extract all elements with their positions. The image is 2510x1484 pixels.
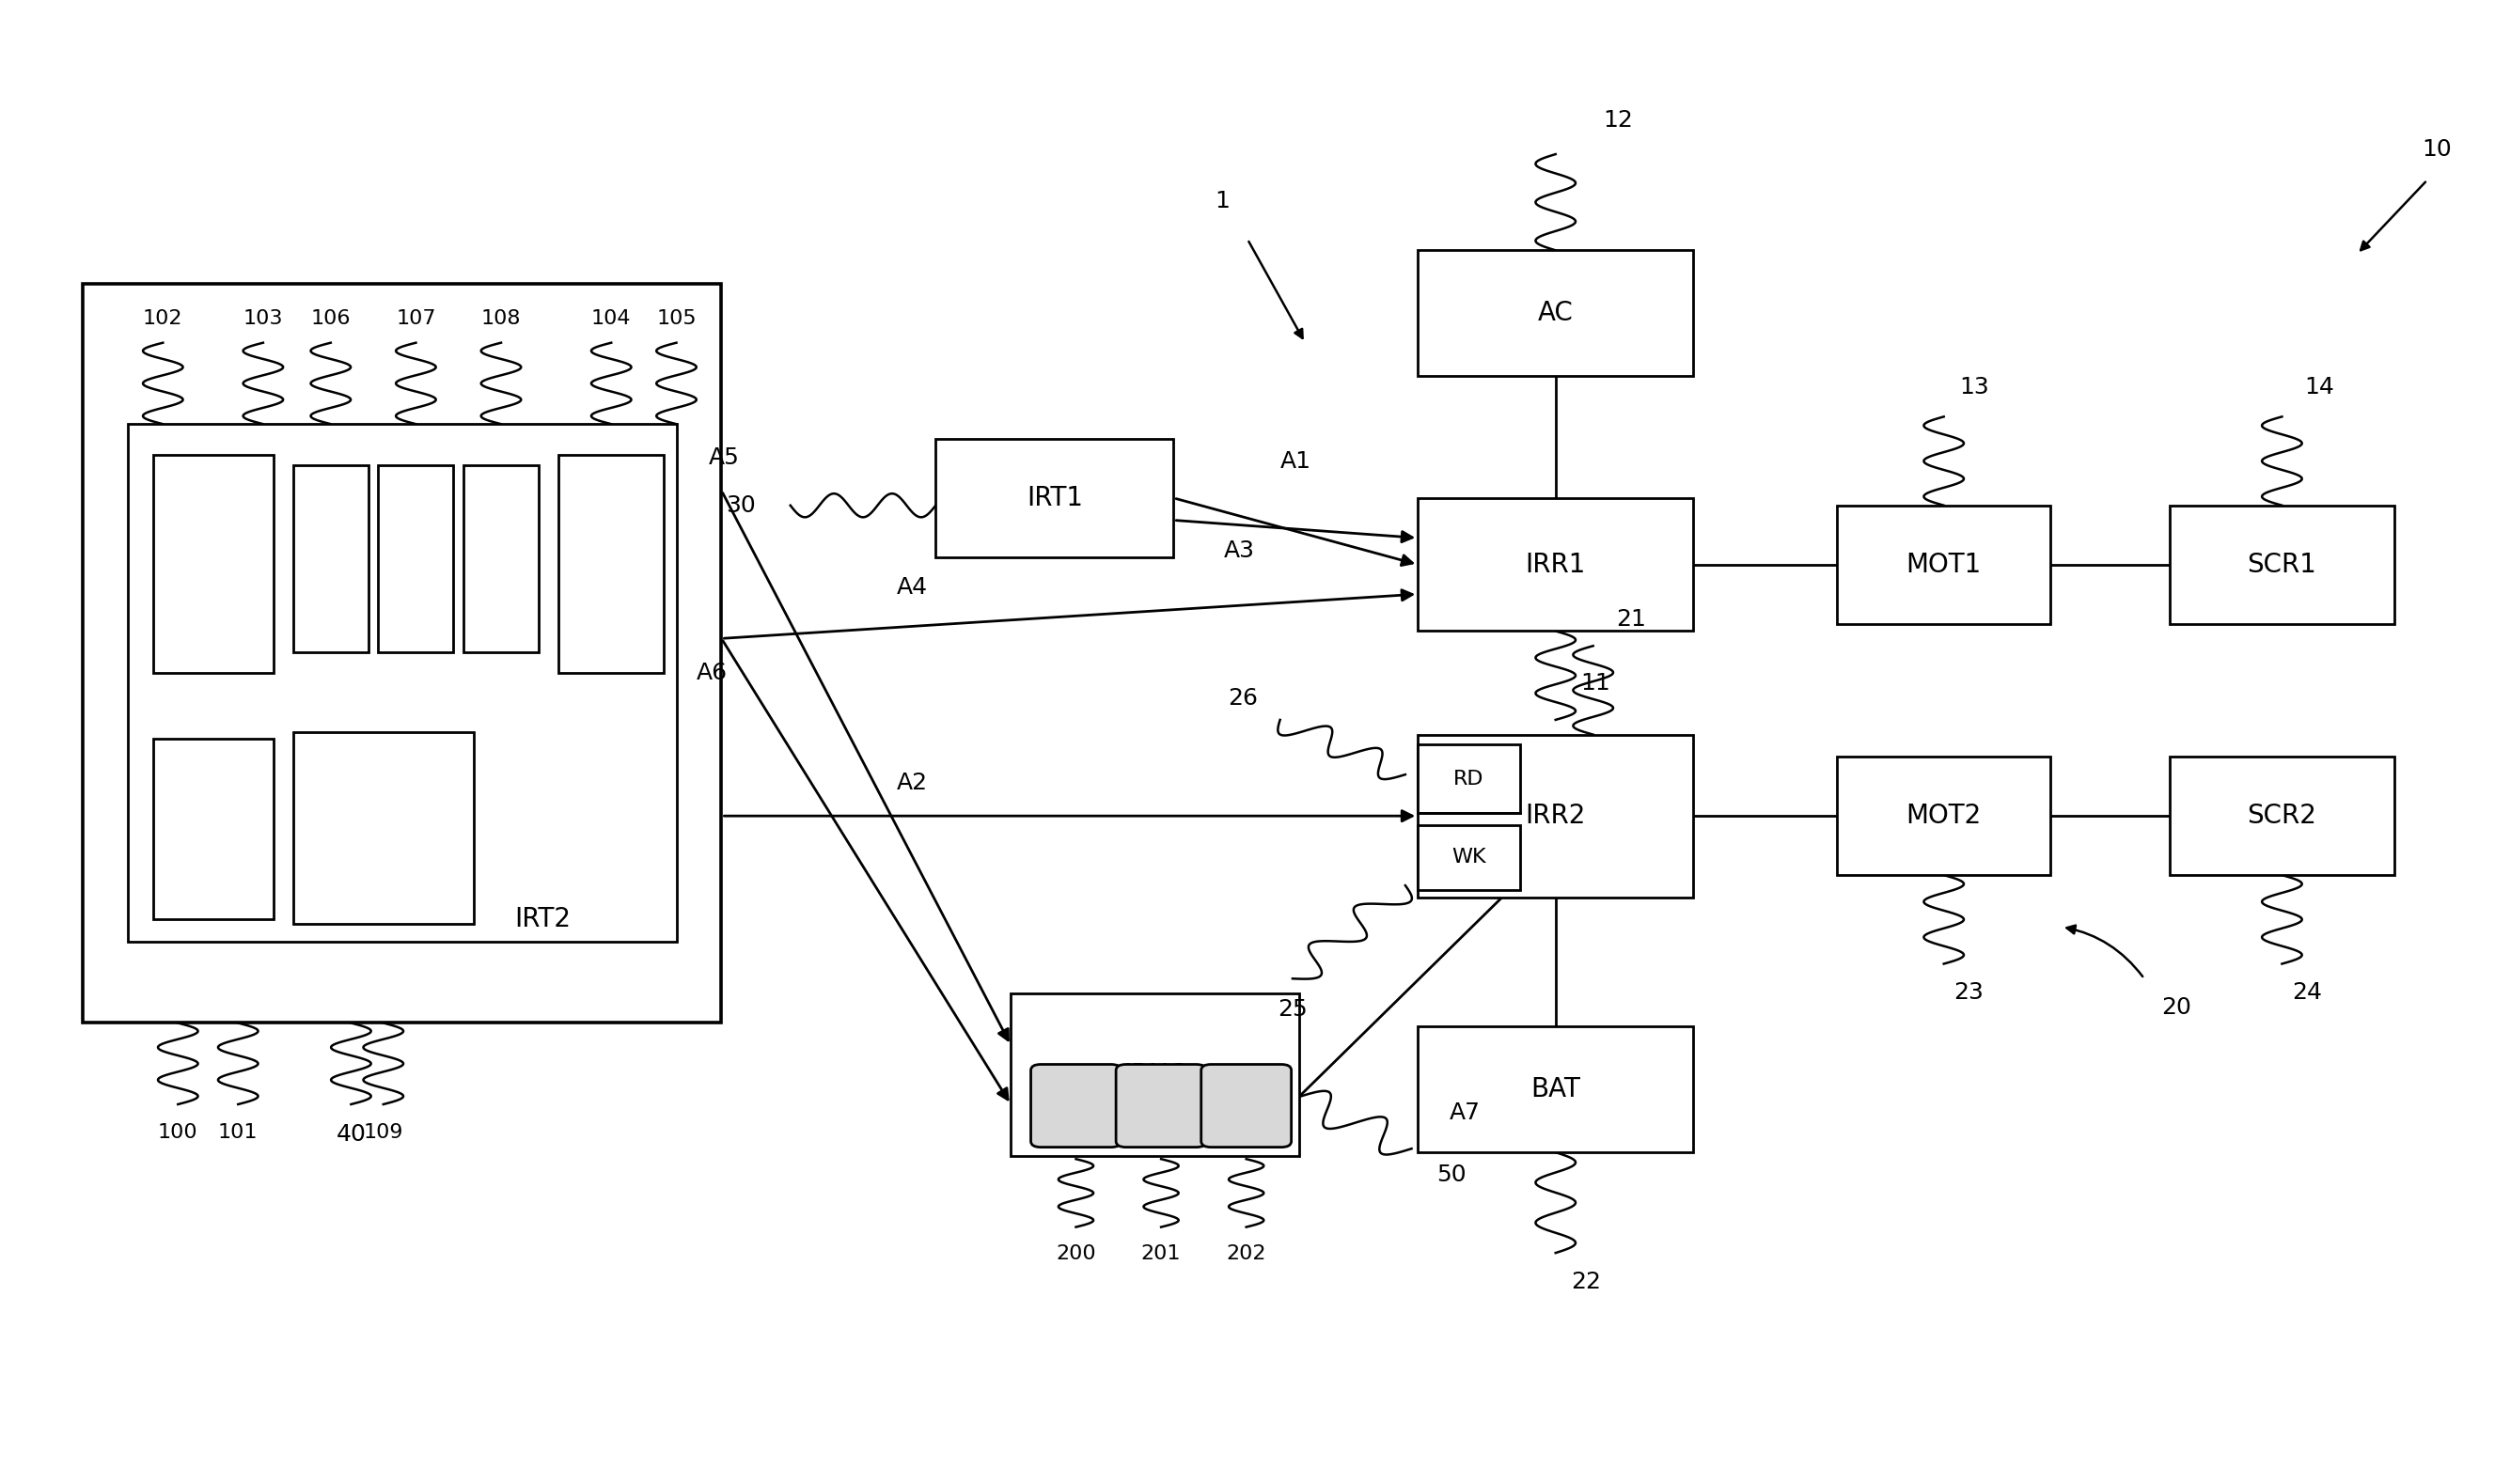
Text: 100: 100 (158, 1123, 198, 1143)
FancyBboxPatch shape (379, 466, 454, 651)
FancyBboxPatch shape (936, 439, 1175, 556)
Text: 201: 201 (1142, 1245, 1182, 1263)
Text: 21: 21 (1616, 608, 1647, 631)
FancyBboxPatch shape (1117, 1064, 1207, 1147)
Text: A1: A1 (1280, 451, 1310, 473)
Text: 26: 26 (1227, 687, 1258, 709)
Text: IRT2: IRT2 (515, 907, 570, 932)
Text: 25: 25 (1278, 997, 1308, 1021)
FancyBboxPatch shape (560, 456, 663, 672)
Text: 20: 20 (2161, 996, 2191, 1020)
Text: 12: 12 (1604, 110, 1634, 132)
Text: 11: 11 (1581, 672, 1611, 695)
FancyBboxPatch shape (1418, 251, 1694, 375)
Text: 108: 108 (482, 309, 522, 328)
Text: 107: 107 (397, 309, 437, 328)
Text: IRR2: IRR2 (1526, 803, 1586, 830)
FancyBboxPatch shape (1418, 735, 1694, 898)
FancyBboxPatch shape (153, 456, 274, 672)
FancyBboxPatch shape (464, 466, 540, 651)
Text: 14: 14 (2304, 377, 2334, 399)
Text: 1: 1 (1215, 190, 1230, 212)
Text: MOT1: MOT1 (1905, 552, 1980, 577)
Text: 50: 50 (1436, 1163, 1466, 1186)
Text: A6: A6 (695, 662, 728, 684)
Text: 23: 23 (1953, 981, 1983, 1005)
FancyBboxPatch shape (1418, 825, 1519, 890)
FancyBboxPatch shape (83, 283, 720, 1022)
Text: IRT1: IRT1 (1027, 485, 1082, 510)
Text: A2: A2 (896, 772, 929, 794)
Text: IRR1: IRR1 (1526, 552, 1586, 577)
Text: 106: 106 (311, 309, 351, 328)
Text: A7: A7 (1448, 1101, 1481, 1123)
Text: 24: 24 (2292, 981, 2322, 1005)
FancyBboxPatch shape (1418, 1027, 1694, 1153)
Text: 102: 102 (143, 309, 183, 328)
Text: 10: 10 (2422, 138, 2452, 160)
Text: 109: 109 (364, 1123, 404, 1143)
Text: 105: 105 (655, 309, 695, 328)
FancyBboxPatch shape (1012, 993, 1298, 1156)
Text: AC: AC (1539, 300, 1574, 326)
Text: 13: 13 (1958, 377, 1988, 399)
FancyBboxPatch shape (1418, 745, 1519, 813)
FancyBboxPatch shape (1837, 757, 2051, 876)
FancyBboxPatch shape (153, 739, 274, 920)
FancyBboxPatch shape (2169, 506, 2395, 623)
Text: SCR2: SCR2 (2246, 803, 2317, 830)
Text: 200: 200 (1057, 1245, 1097, 1263)
Text: 101: 101 (218, 1123, 259, 1143)
FancyBboxPatch shape (1202, 1064, 1290, 1147)
Text: 104: 104 (592, 309, 630, 328)
Text: 202: 202 (1227, 1245, 1265, 1263)
Text: A4: A4 (896, 576, 929, 600)
FancyBboxPatch shape (294, 466, 369, 651)
Text: MOT2: MOT2 (1905, 803, 1980, 830)
Text: WK: WK (1451, 847, 1486, 867)
Text: SCR1: SCR1 (2246, 552, 2317, 577)
Text: BAT: BAT (1531, 1076, 1581, 1103)
FancyBboxPatch shape (1418, 499, 1694, 631)
FancyBboxPatch shape (1032, 1064, 1122, 1147)
Text: A3: A3 (1225, 539, 1255, 562)
Text: 30: 30 (725, 494, 756, 516)
FancyBboxPatch shape (128, 424, 675, 942)
Text: A5: A5 (708, 447, 740, 469)
Text: 22: 22 (1571, 1270, 1601, 1293)
FancyBboxPatch shape (2169, 757, 2395, 876)
Text: 40: 40 (336, 1123, 366, 1146)
Text: IRUC: IRUC (1124, 1061, 1187, 1088)
FancyBboxPatch shape (294, 733, 474, 925)
Text: 103: 103 (243, 309, 284, 328)
Text: RD: RD (1453, 769, 1483, 788)
FancyBboxPatch shape (1837, 506, 2051, 623)
